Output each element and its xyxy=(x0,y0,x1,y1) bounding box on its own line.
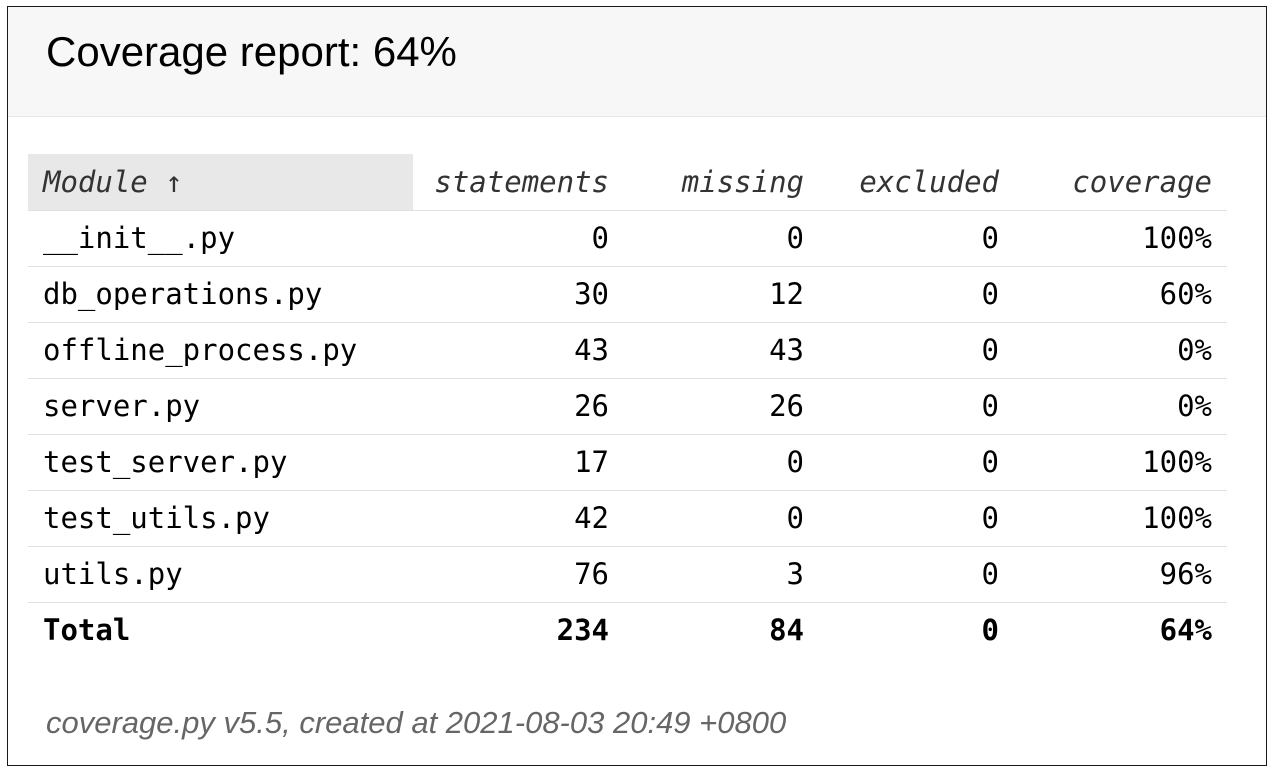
excluded-cell: 0 xyxy=(819,490,1014,547)
page-title: Coverage report: 64% xyxy=(46,28,457,75)
table-row: test_server.py 17 0 0 100% xyxy=(28,434,1227,491)
excluded-cell: 0 xyxy=(819,378,1014,435)
coverage-cell: 100% xyxy=(1014,210,1227,267)
excluded-cell: 0 xyxy=(819,546,1014,603)
table-row: utils.py 76 3 0 96% xyxy=(28,546,1227,603)
total-coverage: 64% xyxy=(1159,613,1212,648)
missing-cell: 26 xyxy=(624,378,819,435)
coverage-report-page: Coverage report: 64% Module ↑ statements… xyxy=(7,6,1267,766)
missing-cell: 0 xyxy=(624,490,819,547)
coverage-cell: 100% xyxy=(1014,490,1227,547)
coverage-table: Module ↑ statements missing excluded cov… xyxy=(28,154,1227,658)
column-header-excluded[interactable]: excluded xyxy=(819,154,1014,211)
module-link[interactable]: test_server.py xyxy=(28,434,413,491)
coverage-cell: 0% xyxy=(1014,378,1227,435)
statements-cell: 17 xyxy=(413,434,624,491)
column-header-missing[interactable]: missing xyxy=(624,154,819,211)
column-header-statements[interactable]: statements xyxy=(413,154,624,211)
total-excluded: 0 xyxy=(981,613,999,648)
report-header: Coverage report: 64% xyxy=(8,7,1266,117)
column-header-coverage[interactable]: coverage xyxy=(1014,154,1227,211)
total-statements: 234 xyxy=(556,613,609,648)
table-row: server.py 26 26 0 0% xyxy=(28,378,1227,435)
module-link[interactable]: server.py xyxy=(28,378,413,435)
table-row: __init__.py 0 0 0 100% xyxy=(28,210,1227,267)
statements-cell: 26 xyxy=(413,378,624,435)
coverage-cell: 60% xyxy=(1014,266,1227,323)
statements-cell: 43 xyxy=(413,322,624,379)
excluded-cell: 0 xyxy=(819,266,1014,323)
missing-cell: 0 xyxy=(624,210,819,267)
total-row: Total 234 84 0 64% xyxy=(28,602,1227,658)
table-row: db_operations.py 30 12 0 60% xyxy=(28,266,1227,323)
excluded-cell: 0 xyxy=(819,210,1014,267)
table-row: offline_process.py 43 43 0 0% xyxy=(28,322,1227,379)
coverage-cell: 0% xyxy=(1014,322,1227,379)
statements-cell: 42 xyxy=(413,490,624,547)
statements-cell: 76 xyxy=(413,546,624,603)
statements-cell: 30 xyxy=(413,266,624,323)
missing-cell: 0 xyxy=(624,434,819,491)
module-link[interactable]: __init__.py xyxy=(28,210,413,267)
module-link[interactable]: utils.py xyxy=(28,546,413,603)
excluded-cell: 0 xyxy=(819,434,1014,491)
total-missing: 84 xyxy=(769,613,804,648)
table-row: test_utils.py 42 0 0 100% xyxy=(28,490,1227,547)
coverage-cell: 100% xyxy=(1014,434,1227,491)
column-header-module[interactable]: Module ↑ xyxy=(28,154,413,211)
missing-cell: 3 xyxy=(624,546,819,603)
statements-cell: 0 xyxy=(413,210,624,267)
missing-cell: 12 xyxy=(624,266,819,323)
module-link[interactable]: offline_process.py xyxy=(28,322,413,379)
table-header-row: Module ↑ statements missing excluded cov… xyxy=(28,154,1227,211)
total-label: Total xyxy=(43,613,131,648)
coverage-cell: 96% xyxy=(1014,546,1227,603)
module-link[interactable]: db_operations.py xyxy=(28,266,413,323)
footer-created-info: coverage.py v5.5, created at 2021-08-03 … xyxy=(46,705,787,740)
excluded-cell: 0 xyxy=(819,322,1014,379)
module-link[interactable]: test_utils.py xyxy=(28,490,413,547)
missing-cell: 43 xyxy=(624,322,819,379)
